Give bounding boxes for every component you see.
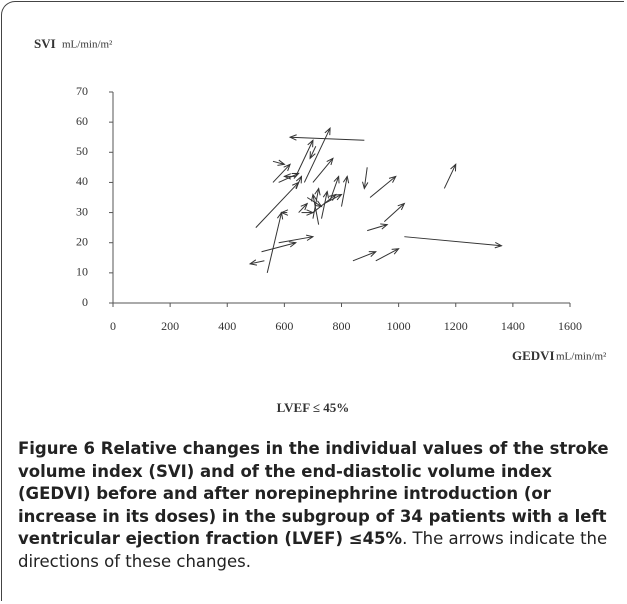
arrow — [295, 140, 314, 177]
arrow — [298, 203, 308, 213]
arrowhead — [300, 202, 309, 211]
arrow — [384, 203, 405, 222]
arrowhead — [288, 241, 298, 248]
x-tick-label: 800 — [333, 319, 351, 333]
y-tick-label: 30 — [76, 204, 88, 218]
x-tick-label: 1200 — [444, 319, 468, 333]
arrowhead — [494, 241, 503, 249]
arrow — [272, 160, 285, 165]
y-tick-label: 10 — [76, 265, 88, 279]
arrowhead — [397, 202, 406, 211]
arrowhead — [280, 209, 289, 216]
arrow — [341, 176, 348, 207]
arrowhead — [362, 181, 369, 190]
arrow — [312, 157, 334, 183]
caption-bold: Figure 6 Relative changes in the individ… — [18, 439, 609, 549]
y-axis-label: SVI — [34, 36, 56, 51]
y-tick-label: 20 — [76, 234, 88, 248]
arrow — [352, 251, 376, 262]
arrow — [255, 182, 300, 228]
x-axis-label: GEDVI — [512, 348, 555, 363]
arrowhead — [283, 163, 291, 172]
caption: Figure 6 Relative changes in the individ… — [18, 438, 618, 574]
arrowhead — [391, 248, 400, 255]
arrowhead — [314, 200, 323, 208]
arrow — [290, 136, 365, 141]
arrowhead — [248, 259, 258, 266]
arrow — [367, 224, 388, 232]
arrowhead — [309, 151, 316, 160]
y-tick-label: 0 — [82, 295, 88, 309]
arrow — [312, 188, 320, 219]
y-tick-label: 60 — [76, 114, 88, 128]
arrowhead — [388, 175, 397, 183]
arrow — [278, 236, 314, 244]
arrow — [261, 242, 296, 253]
chart-subtitle: LVEF ≤ 45% — [277, 400, 350, 415]
arrow — [443, 164, 457, 189]
x-tick-label: 400 — [218, 319, 236, 333]
x-tick-label: 200 — [161, 319, 179, 333]
arrow — [404, 236, 502, 247]
arrow — [295, 176, 302, 189]
arrow — [249, 260, 265, 265]
arrow — [363, 167, 368, 189]
arrowhead — [450, 163, 457, 172]
x-tick-label: 600 — [275, 319, 293, 333]
x-tick-label: 1000 — [387, 319, 411, 333]
x-tick-label: 1600 — [558, 319, 582, 333]
arrow — [312, 194, 320, 225]
arrowhead — [326, 157, 334, 166]
arrowhead — [306, 234, 315, 241]
x-tick-label: 1400 — [501, 319, 525, 333]
arrowhead — [342, 175, 350, 184]
arrow — [321, 191, 328, 219]
arrowhead — [328, 193, 337, 201]
arrowhead — [322, 190, 330, 199]
x-tick-label: 0 — [110, 319, 116, 333]
y-tick-label: 70 — [76, 84, 88, 98]
arrow — [266, 212, 283, 273]
arrowhead — [314, 187, 321, 196]
y-tick-label: 40 — [76, 174, 88, 188]
y-tick-label: 50 — [76, 144, 88, 158]
arrowhead — [306, 209, 315, 216]
arrowhead — [324, 127, 331, 136]
chart: SVI mL/min/m² GEDVI mL/min/m² LVEF ≤ 45%… — [34, 36, 607, 415]
arrow — [272, 163, 291, 183]
arrow — [278, 172, 299, 183]
arrow — [369, 176, 397, 198]
arrowhead — [334, 193, 343, 201]
arrow — [375, 248, 399, 262]
arrowhead — [277, 159, 286, 166]
x-axis-unit: mL/min/m² — [556, 351, 607, 363]
arrowhead — [310, 193, 318, 202]
caption-text: . The arrows indicate the directions of … — [18, 529, 608, 571]
arrowhead — [291, 172, 300, 179]
arrowhead — [307, 139, 314, 148]
arrow — [329, 176, 340, 201]
arrow — [303, 127, 331, 183]
arrowhead — [288, 134, 297, 141]
arrow — [309, 146, 317, 159]
arrowhead — [333, 175, 340, 184]
arrowhead — [368, 251, 377, 258]
arrowhead — [380, 223, 389, 230]
y-axis-unit: mL/min/m² — [62, 39, 113, 51]
arrowhead — [295, 175, 303, 184]
